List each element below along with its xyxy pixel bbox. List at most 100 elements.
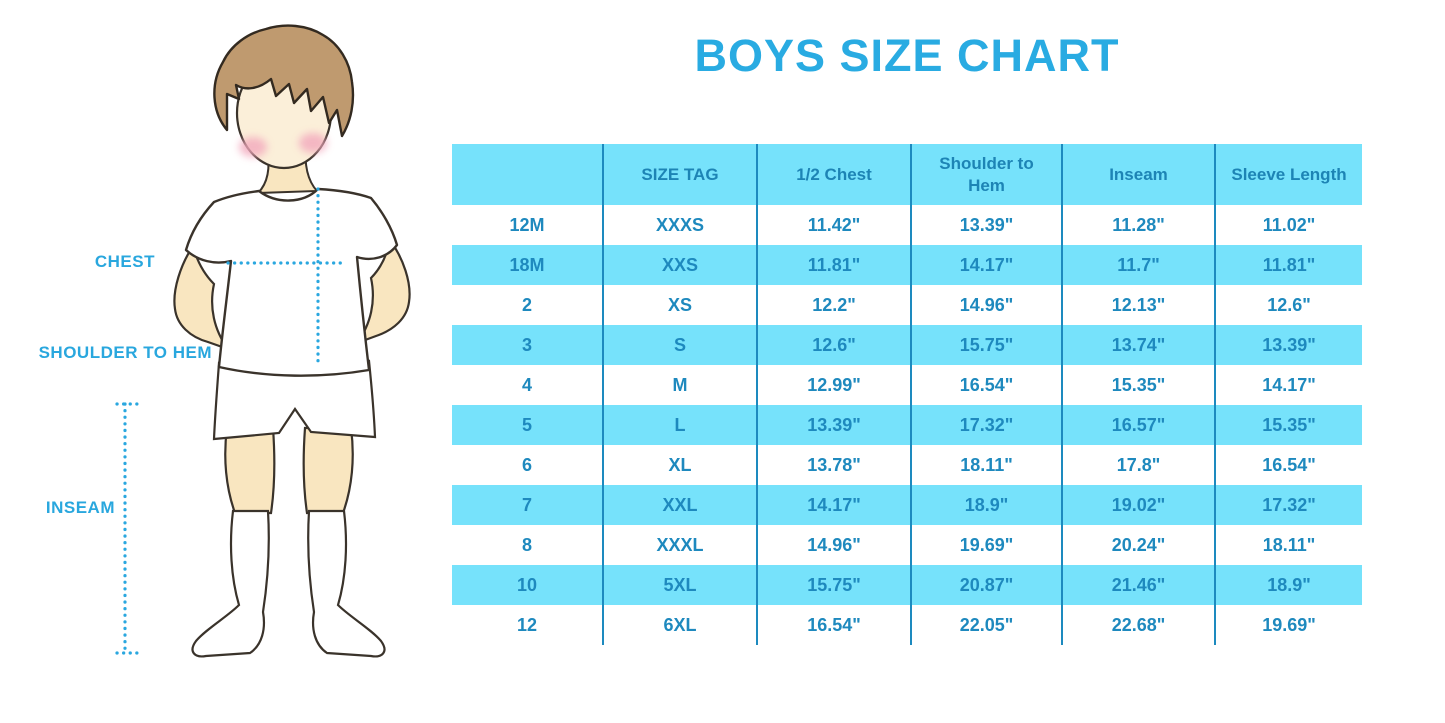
measurement-cell: XS	[602, 285, 757, 325]
right-leg	[302, 426, 354, 515]
table-row: 12M XXXS 11.42" 13.39" 11.28" 11.02"	[452, 205, 1362, 245]
measurement-cell: 13.39"	[910, 205, 1062, 245]
hair	[213, 24, 355, 138]
row-size-label: 12	[452, 605, 603, 645]
measurement-cell: 14.17"	[756, 485, 911, 525]
table-row: 4 M 12.99" 16.54" 15.35" 14.17"	[452, 365, 1362, 405]
measurement-cell: 12.6"	[756, 325, 911, 365]
measurement-cell: 19.02"	[1061, 485, 1215, 525]
measurement-cell: 22.05"	[910, 605, 1062, 645]
measurement-cell: 18.9"	[910, 485, 1062, 525]
measurement-cell: 19.69"	[1214, 605, 1362, 645]
table-row: 7 XXL 14.17" 18.9" 19.02" 17.32"	[452, 485, 1362, 525]
measurement-cell: XXXS	[602, 205, 757, 245]
measurement-cell: 11.02"	[1214, 205, 1362, 245]
measurement-cell: 16.54"	[1214, 445, 1362, 485]
measurement-cell: 13.39"	[756, 405, 911, 445]
measurement-cell: 12.13"	[1061, 285, 1215, 325]
measurement-cell: 12.6"	[1214, 285, 1362, 325]
measurement-cell: 11.81"	[1214, 245, 1362, 285]
chest-label: CHEST	[94, 252, 155, 271]
measurement-cell: S	[602, 325, 757, 365]
t-shirt	[184, 187, 399, 377]
size-table-header: SIZE TAG 1/2 Chest Shoulder to Hem Inseam Sl…	[452, 144, 1362, 205]
measurement-cell: 11.42"	[756, 205, 911, 245]
measurement-cell: 22.68"	[1061, 605, 1215, 645]
measurement-cell: 16.54"	[756, 605, 911, 645]
table-row: 18M XXS 11.81" 14.17" 11.7" 11.81"	[452, 245, 1362, 285]
header-row: SIZE TAG 1/2 Chest Shoulder to Hem Inseam Sl…	[452, 144, 1362, 205]
measurement-cell: 15.75"	[756, 565, 911, 605]
left-leg	[224, 426, 276, 515]
row-size-label: 5	[452, 405, 603, 445]
measurement-cell: 13.78"	[756, 445, 911, 485]
measurement-cell: 12.99"	[756, 365, 911, 405]
measurement-cell: 15.75"	[910, 325, 1062, 365]
table-row: 5 L 13.39" 17.32" 16.57" 15.35"	[452, 405, 1362, 445]
measurement-cell: 11.7"	[1061, 245, 1215, 285]
measurement-cell: 18.11"	[1214, 525, 1362, 565]
row-size-label: 6	[452, 445, 603, 485]
size-table-body: 12M XXXS 11.42" 13.39" 11.28" 11.02" 18M XXS 11.…	[452, 205, 1362, 645]
row-size-label: 8	[452, 525, 603, 565]
measurement-cell: 14.17"	[1214, 365, 1362, 405]
column-header-size	[452, 144, 603, 205]
measurement-cell: 17.8"	[1061, 445, 1215, 485]
measurement-cell: 19.69"	[910, 525, 1062, 565]
row-size-label: 3	[452, 325, 603, 365]
size-table: SIZE TAG 1/2 Chest Shoulder to Hem Inseam Sl…	[452, 144, 1362, 645]
shoulder-to-hem-label: SHOULDER TO HEM	[38, 343, 212, 362]
measurement-cell: 15.35"	[1061, 365, 1215, 405]
measurement-cell: 20.24"	[1061, 525, 1215, 565]
measurement-cell: 21.46"	[1061, 565, 1215, 605]
page-title: BOYS SIZE CHART	[694, 30, 1120, 81]
row-size-label: 2	[452, 285, 603, 325]
measurement-cell: 17.32"	[910, 405, 1062, 445]
measurement-cell: 11.28"	[1061, 205, 1215, 245]
measurement-cell: 13.39"	[1214, 325, 1362, 365]
measurement-cell: 16.54"	[910, 365, 1062, 405]
inseam-label: INSEAM	[45, 498, 115, 517]
column-header: Shoulder to Hem	[910, 144, 1062, 205]
column-header: Inseam	[1061, 144, 1215, 205]
measurement-cell: M	[602, 365, 757, 405]
row-size-label: 10	[452, 565, 603, 605]
table-row: 3 S 12.6" 15.75" 13.74" 13.39"	[452, 325, 1362, 365]
measurement-cell: 6XL	[602, 605, 757, 645]
measurement-cell: 11.81"	[756, 245, 911, 285]
row-size-label: 12M	[452, 205, 603, 245]
right-sock	[307, 509, 386, 658]
column-header: Sleeve Length	[1214, 144, 1362, 205]
measurement-cell: 5XL	[602, 565, 757, 605]
measurement-cell: L	[602, 405, 757, 445]
blush-left	[239, 137, 267, 157]
table-row: 12 6XL 16.54" 22.05" 22.68" 19.69"	[452, 605, 1362, 645]
left-sock	[191, 509, 270, 658]
row-size-label: 7	[452, 485, 603, 525]
column-header: 1/2 Chest	[756, 144, 911, 205]
measurement-cell: XXL	[602, 485, 757, 525]
measurement-cell: 18.9"	[1214, 565, 1362, 605]
measurement-cell: 14.17"	[910, 245, 1062, 285]
measurement-cell: 16.57"	[1061, 405, 1215, 445]
measurement-cell: 12.2"	[756, 285, 911, 325]
measurement-cell: 15.35"	[1214, 405, 1362, 445]
measurement-lines	[115, 187, 346, 655]
measurement-cell: XXXL	[602, 525, 757, 565]
measurement-cell: 17.32"	[1214, 485, 1362, 525]
measurement-cell: 20.87"	[910, 565, 1062, 605]
measurement-cell: 18.11"	[910, 445, 1062, 485]
measurement-cell: 14.96"	[910, 285, 1062, 325]
measurement-cell: XL	[602, 445, 757, 485]
table-row: 6 XL 13.78" 18.11" 17.8" 16.54"	[452, 445, 1362, 485]
column-header: SIZE TAG	[602, 144, 757, 205]
measurement-cell: 14.96"	[756, 525, 911, 565]
row-size-label: 18M	[452, 245, 603, 285]
measurement-cell: XXS	[602, 245, 757, 285]
measurement-cell: 13.74"	[1061, 325, 1215, 365]
left-arm	[173, 243, 231, 352]
table-row: 8 XXXL 14.96" 19.69" 20.24" 18.11"	[452, 525, 1362, 565]
blush-right	[299, 133, 327, 153]
boy-illustration	[115, 24, 411, 658]
